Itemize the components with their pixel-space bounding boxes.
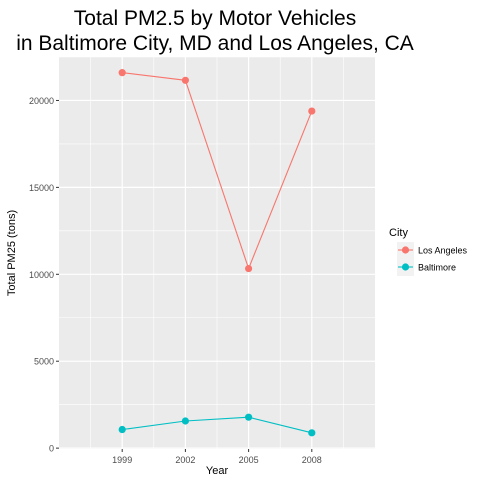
chart-title-line-1: Total PM2.5 by Motor Vehicles (74, 7, 356, 30)
y-axis: 0 5000 10000 15000 20000 (29, 96, 59, 454)
chart-title-line-2: in Baltimore City, MD and Los Angeles, C… (16, 32, 414, 55)
legend: City Los Angeles Baltimore (389, 227, 468, 276)
legend-key-point (401, 263, 410, 271)
data-point (308, 107, 316, 115)
legend-key-point (401, 246, 410, 254)
y-tick-label: 5000 (34, 357, 54, 367)
data-point (181, 76, 189, 84)
data-point (118, 69, 126, 77)
y-tick-label: 15000 (29, 183, 54, 193)
series-line (122, 416, 312, 434)
x-axis: 1999 2002 2005 2008 (112, 449, 322, 465)
y-tick-label: 0 (49, 444, 54, 454)
series-line (122, 72, 313, 271)
data-point (245, 264, 253, 273)
y-tick-label: 20000 (29, 96, 54, 106)
legend-label: Los Angeles (418, 246, 468, 256)
series-layer (118, 69, 316, 437)
legend-title: City (389, 227, 408, 239)
x-tick-label: 2002 (175, 455, 195, 465)
data-point (245, 413, 253, 421)
x-tick-label: 2008 (302, 455, 322, 465)
y-axis-label: Total PM25 (tons) (6, 210, 18, 296)
legend-label: Baltimore (418, 263, 456, 273)
y-tick-label: 10000 (29, 270, 54, 280)
data-point (118, 425, 126, 434)
data-point (181, 417, 189, 425)
data-point (308, 429, 316, 437)
grid-lines (59, 56, 375, 449)
x-tick-label: 2005 (239, 455, 259, 465)
x-axis-label: Year (206, 465, 229, 477)
x-tick-label: 1999 (112, 455, 132, 465)
